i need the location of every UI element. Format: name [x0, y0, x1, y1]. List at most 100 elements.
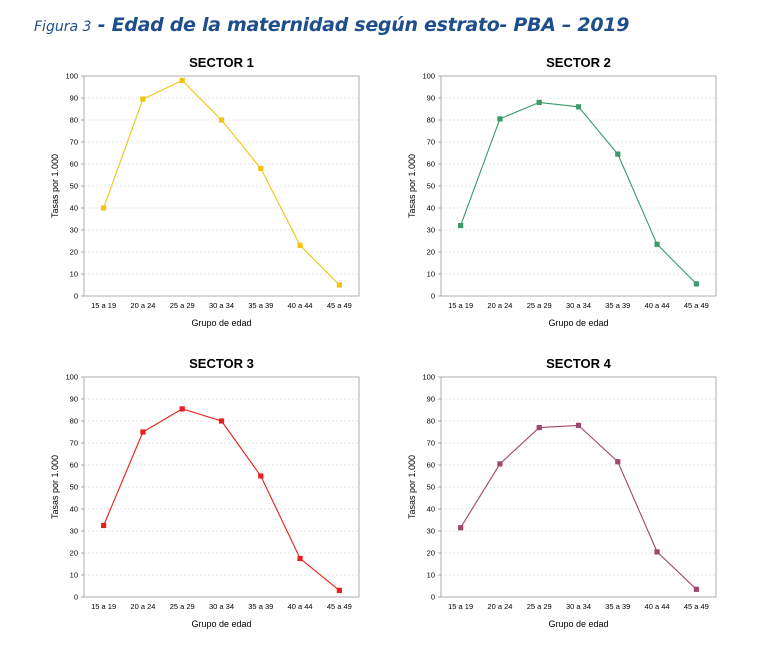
x-tick-label: 15 a 19 — [91, 602, 116, 611]
chart-sector-1: SECTOR 1 0 10 20 30 40 50 60 70 80 90 100 15 a 19 20 … — [48, 52, 368, 332]
y-tick-label: 0 — [74, 292, 78, 301]
y-tick-label: 30 — [427, 226, 435, 235]
y-axis-label: Tasas por 1.000 — [50, 455, 60, 519]
y-tick-label: 100 — [65, 373, 78, 382]
chart-title: SECTOR 3 — [189, 356, 254, 371]
x-axis-label: Grupo de edad — [548, 619, 608, 629]
y-tick-label: 100 — [422, 72, 435, 81]
chart-svg: SECTOR 2 0 10 20 30 40 50 60 70 80 90 100 15 a 19 20 … — [407, 55, 717, 328]
chart-sector-4: SECTOR 4 0 10 20 30 40 50 60 70 80 90 100 15 a 19 20 … — [405, 353, 725, 633]
data-point — [458, 223, 464, 229]
data-point — [258, 473, 264, 479]
y-tick-label: 80 — [70, 116, 78, 125]
x-tick-label: 15 a 19 — [448, 602, 473, 611]
figure-title: Figura 3 - Edad de la maternidad según e… — [34, 14, 629, 42]
x-tick-label: 25 a 29 — [527, 301, 552, 310]
y-tick-label: 40 — [70, 204, 78, 213]
y-tick-label: 90 — [427, 94, 435, 103]
y-tick-label: 80 — [427, 116, 435, 125]
data-point — [140, 96, 146, 102]
y-tick-label: 50 — [70, 182, 78, 191]
x-tick-label: 35 a 39 — [248, 301, 273, 310]
data-point — [140, 429, 146, 435]
y-tick-label: 70 — [70, 439, 78, 448]
data-point — [536, 425, 542, 431]
x-tick-label: 25 a 29 — [527, 602, 552, 611]
x-tick-label: 30 a 34 — [566, 602, 591, 611]
y-tick-label: 60 — [70, 461, 78, 470]
y-tick-label: 40 — [427, 505, 435, 514]
y-tick-label: 60 — [427, 160, 435, 169]
chart-sector-2: SECTOR 2 0 10 20 30 40 50 60 70 80 90 100 15 a 19 20 … — [405, 52, 725, 332]
data-point — [101, 522, 107, 529]
data-point — [497, 461, 503, 467]
y-tick-label: 50 — [70, 483, 78, 492]
x-tick-label: 20 a 24 — [487, 602, 512, 611]
x-tick-label: 35 a 39 — [605, 602, 630, 611]
y-tick-label: 10 — [70, 270, 78, 279]
y-tick-label: 80 — [427, 417, 435, 426]
y-tick-label: 20 — [70, 248, 78, 257]
data-point — [336, 587, 342, 593]
data-point — [458, 525, 464, 531]
y-tick-label: 10 — [427, 270, 435, 279]
y-tick-label: 10 — [70, 571, 78, 580]
y-axis-label: Tasas por 1.000 — [407, 154, 417, 218]
x-tick-label: 40 a 44 — [645, 602, 670, 611]
x-tick-label: 20 a 24 — [487, 301, 512, 310]
y-tick-label: 90 — [70, 395, 78, 404]
figure-label: Figura 3 — [34, 19, 92, 35]
x-tick-label: 45 a 49 — [327, 602, 352, 611]
x-tick-label: 45 a 49 — [684, 301, 709, 310]
x-axis-label: Grupo de edad — [191, 619, 251, 629]
chart-svg: SECTOR 1 0 10 20 30 40 50 60 70 80 90 100 15 a 19 20 … — [50, 55, 360, 328]
data-point — [179, 406, 185, 412]
data-point — [575, 422, 582, 428]
y-tick-label: 30 — [427, 527, 435, 536]
y-tick-label: 40 — [427, 204, 435, 213]
y-tick-label: 50 — [427, 182, 435, 191]
data-point — [615, 459, 621, 465]
data-point — [336, 282, 342, 288]
x-tick-label: 25 a 29 — [170, 301, 195, 310]
data-point — [497, 116, 503, 122]
data-point — [693, 281, 699, 287]
x-tick-label: 25 a 29 — [170, 602, 195, 611]
y-tick-label: 60 — [70, 160, 78, 169]
x-axis-label: Grupo de edad — [191, 318, 251, 328]
y-tick-label: 70 — [70, 138, 78, 147]
data-point — [536, 99, 542, 105]
y-axis-label: Tasas por 1.000 — [407, 455, 417, 519]
y-tick-label: 100 — [65, 72, 78, 81]
data-point — [258, 165, 264, 171]
y-axis-label: Tasas por 1.000 — [50, 154, 60, 218]
y-tick-label: 90 — [70, 94, 78, 103]
y-tick-label: 0 — [431, 593, 435, 602]
data-point — [179, 77, 185, 83]
y-tick-label: 70 — [427, 439, 435, 448]
y-tick-label: 0 — [74, 593, 78, 602]
y-tick-label: 20 — [427, 549, 435, 558]
x-tick-label: 40 a 44 — [288, 602, 313, 611]
y-tick-label: 10 — [427, 571, 435, 580]
x-tick-label: 35 a 39 — [248, 602, 273, 611]
x-tick-label: 15 a 19 — [91, 301, 116, 310]
chart-title: SECTOR 2 — [546, 55, 611, 70]
x-tick-label: 35 a 39 — [605, 301, 630, 310]
y-tick-label: 60 — [427, 461, 435, 470]
y-tick-label: 30 — [70, 226, 78, 235]
x-tick-label: 45 a 49 — [684, 602, 709, 611]
figure-name: - Edad de la maternidad según estrato- P… — [91, 14, 630, 36]
chart-svg: SECTOR 3 0 10 20 30 40 50 60 70 80 90 100 15 a 19 20 … — [50, 356, 360, 629]
data-point — [615, 151, 621, 157]
chart-title: SECTOR 1 — [189, 55, 254, 70]
x-tick-label: 15 a 19 — [448, 301, 473, 310]
y-tick-label: 0 — [431, 292, 435, 301]
data-point — [575, 104, 582, 110]
y-tick-label: 20 — [70, 549, 78, 558]
x-tick-label: 45 a 49 — [327, 301, 352, 310]
x-tick-label: 20 a 24 — [130, 602, 155, 611]
data-point — [218, 418, 225, 424]
y-tick-label: 90 — [427, 395, 435, 404]
chart-sector-3: SECTOR 3 0 10 20 30 40 50 60 70 80 90 100 15 a 19 20 … — [48, 353, 368, 633]
